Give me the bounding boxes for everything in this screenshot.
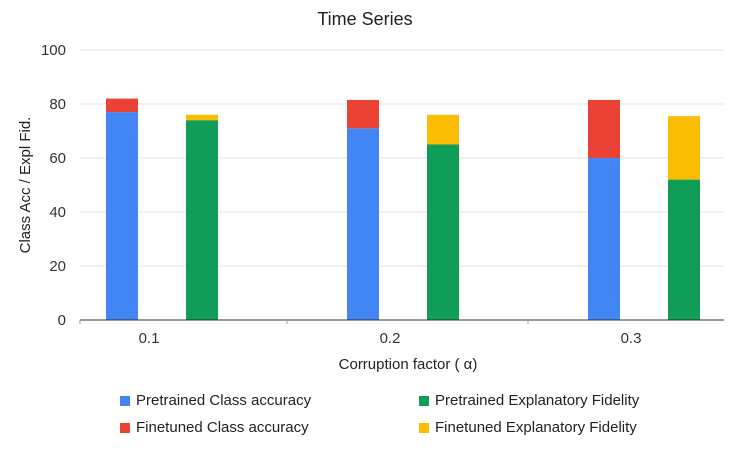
legend-label: Finetuned Class accuracy	[136, 419, 309, 436]
x-tick-label: 0.1	[139, 330, 160, 347]
legend-item-finetuned-explanatory-fidelity: Finetuned Explanatory Fidelity	[419, 419, 637, 436]
bar-pretrained-explanatory-fidelity-0-2	[427, 144, 459, 320]
legend-swatch	[120, 422, 130, 433]
x-tick-label: 0.2	[380, 330, 401, 347]
y-tick-label: 40	[49, 204, 66, 221]
legend-item-finetuned-class-accuracy: Finetuned Class accuracy	[120, 419, 309, 436]
bar-finetuned-explanatory-fidelity-0-3	[668, 116, 700, 180]
axes: 0 20 40 60 80 100 0.1 0.2 0.3	[41, 42, 724, 347]
legend-swatch	[419, 422, 429, 433]
y-axis-title: Class Acc / Expl Fid.	[17, 117, 34, 254]
y-tick-label: 60	[49, 150, 66, 167]
y-tick-label: 100	[41, 42, 66, 59]
y-tick-label: 80	[49, 96, 66, 113]
bar-finetuned-class-accuracy-0-1	[106, 98, 138, 113]
legend-label: Finetuned Explanatory Fidelity	[435, 419, 637, 436]
legend-swatch	[419, 395, 429, 406]
legend-swatch	[120, 395, 130, 406]
x-tick-label: 0.3	[621, 330, 642, 347]
legend-item-pretrained-explanatory-fidelity: Pretrained Explanatory Fidelity	[419, 392, 639, 409]
bars	[106, 98, 700, 320]
bar-pretrained-class-accuracy-0-2	[347, 128, 379, 320]
bar-pretrained-explanatory-fidelity-0-1	[186, 120, 218, 320]
legend-label: Pretrained Explanatory Fidelity	[435, 392, 640, 409]
chart-title: Time Series	[317, 9, 412, 29]
bar-pretrained-class-accuracy-0-1	[106, 112, 138, 320]
bar-finetuned-class-accuracy-0-3	[588, 99, 620, 158]
gridlines	[80, 49, 724, 267]
bar-pretrained-class-accuracy-0-3	[588, 158, 620, 320]
bar-pretrained-explanatory-fidelity-0-3	[668, 179, 700, 320]
x-axis-title: Corruption factor ( α)	[339, 356, 478, 373]
legend-label: Pretrained Class accuracy	[136, 392, 312, 409]
y-tick-label: 20	[49, 258, 66, 275]
bar-finetuned-class-accuracy-0-2	[347, 99, 379, 129]
bar-finetuned-explanatory-fidelity-0-1	[186, 114, 218, 121]
bar-finetuned-explanatory-fidelity-0-2	[427, 114, 459, 145]
legend-item-pretrained-class-accuracy: Pretrained Class accuracy	[120, 392, 311, 409]
y-tick-label: 0	[58, 312, 66, 329]
